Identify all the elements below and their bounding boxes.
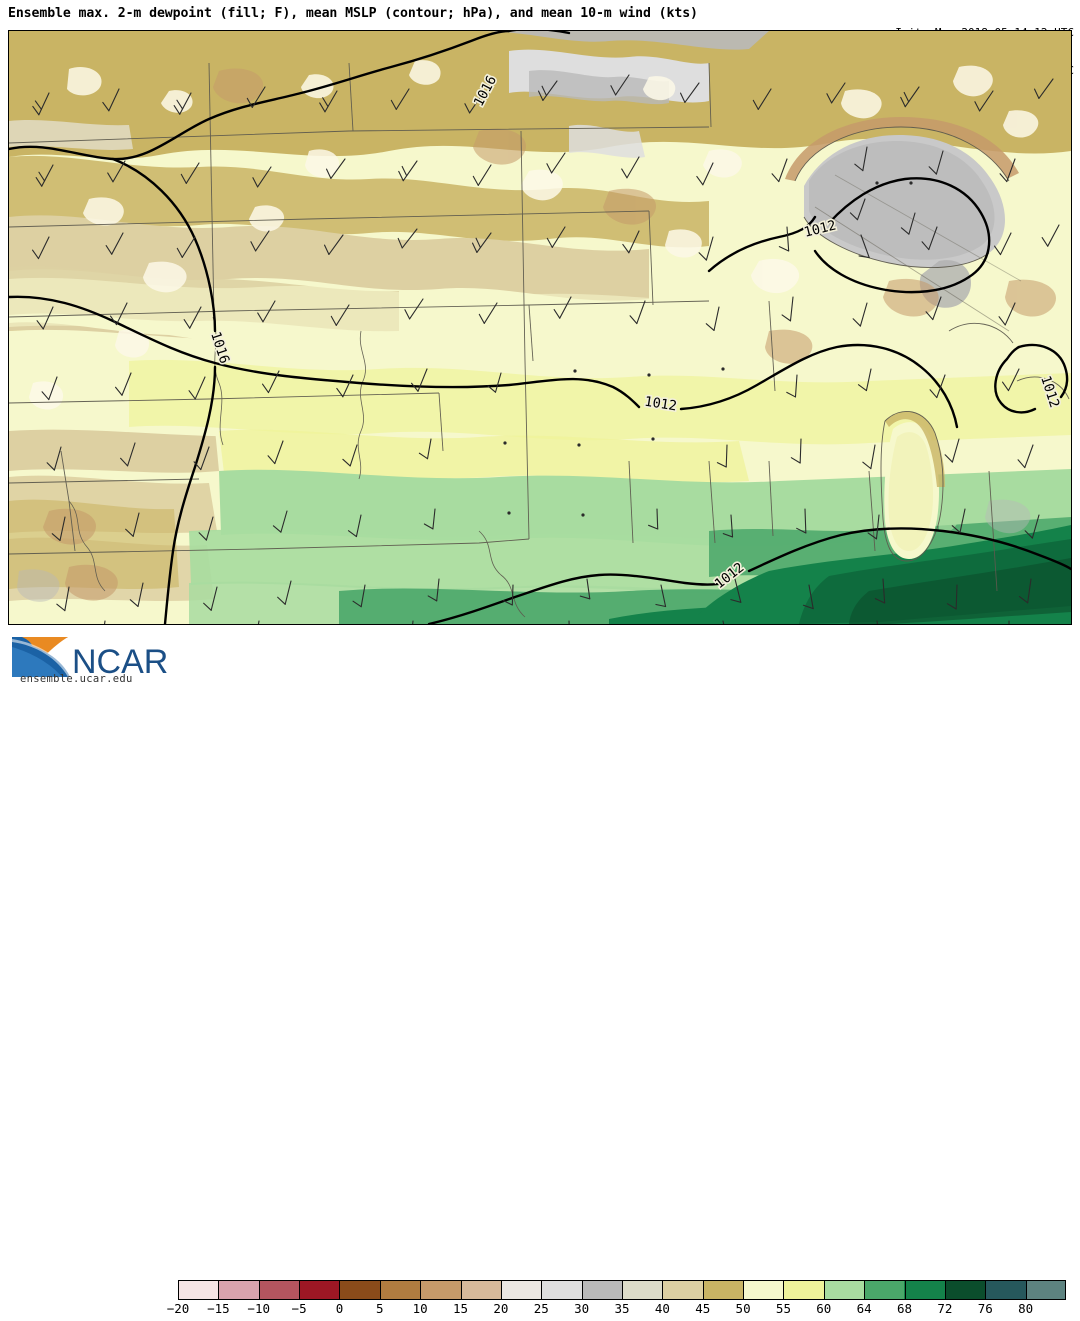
colorbar-ticks (178, 1280, 1066, 1300)
colorbar-tick (702, 1280, 704, 1300)
colorbar-tick (178, 1280, 179, 1300)
colorbar-tick-labels: −20 −15 −10 −5 0 5 10 15 20 25 30 35 40 45 50 55 60 64 68 7… (167, 1301, 1066, 1321)
colorbar-tick-label: 10 (412, 1301, 428, 1316)
colorbar-tick-label: 30 (574, 1301, 590, 1316)
colorbar-tick-label: 40 (654, 1301, 670, 1316)
colorbar-tick-label: 80 (1018, 1301, 1034, 1316)
colorbar-tick (339, 1280, 341, 1300)
colorbar-tick (904, 1280, 906, 1300)
colorbar-tick-label: 64 (856, 1301, 872, 1316)
colorbar-tick-label: 20 (493, 1301, 509, 1316)
colorbar-tick-label: 50 (735, 1301, 751, 1316)
colorbar-tick (581, 1280, 583, 1300)
colorbar-tick (622, 1280, 623, 1300)
colorbar-tick (985, 1280, 987, 1300)
colorbar-tick-label: 45 (695, 1301, 711, 1316)
colorbar-tick-label: 35 (614, 1301, 630, 1316)
colorbar-tick-label: −20 (166, 1301, 190, 1316)
colorbar-tick (783, 1280, 785, 1300)
colorbar-tick (258, 1280, 260, 1300)
ncar-logo[interactable]: NCAR ensemble.ucar.edu (6, 631, 174, 687)
colorbar-tick (460, 1280, 462, 1300)
colorbar-tick-label: 72 (937, 1301, 953, 1316)
colorbar-tick (823, 1280, 825, 1300)
colorbar-tick-label: −15 (207, 1301, 230, 1316)
colorbar-tick-label: 76 (977, 1301, 993, 1316)
colorbar-tick (944, 1280, 946, 1300)
colorbar-tick-label: 55 (775, 1301, 791, 1316)
colorbar-tick (299, 1280, 301, 1300)
colorbar-tick (743, 1280, 745, 1300)
colorbar-tick (541, 1280, 543, 1300)
colorbar-tick-label: 68 (897, 1301, 913, 1316)
colorbar-tick-label: 60 (816, 1301, 832, 1316)
colorbar-tick-label: 0 (335, 1301, 344, 1316)
colorbar-tick (662, 1280, 664, 1300)
colorbar-tick (500, 1280, 502, 1300)
colorbar-tick-label: 15 (453, 1301, 469, 1316)
map-canvas: 1016 1016 1012 1012 1012 1012 (9, 31, 1071, 624)
logo-url-text: ensemble.ucar.edu (20, 673, 133, 685)
svg-text:NCAR: NCAR (72, 643, 168, 681)
colorbar-tick-label: −5 (291, 1301, 307, 1316)
header-bar: Ensemble max. 2-m dewpoint (fill; F), me… (0, 0, 1080, 77)
colorbar-tick (864, 1280, 866, 1300)
colorbar-tick (1025, 1280, 1027, 1300)
footer-bar: NCAR ensemble.ucar.edu −20 −15 −10 −5 0 5 10 15… (0, 628, 1080, 1316)
page-title: Ensemble max. 2-m dewpoint (fill; F), me… (8, 6, 698, 21)
colorbar-tick (420, 1280, 422, 1300)
colorbar-tick-label: 25 (533, 1301, 549, 1316)
colorbar-tick-label: −10 (247, 1301, 271, 1316)
colorbar-tick (218, 1280, 220, 1300)
map-panel[interactable]: 1016 1016 1012 1012 1012 1012 (8, 30, 1072, 625)
colorbar[interactable]: −20 −15 −10 −5 0 5 10 15 20 25 30 35 40 45 50 55 60 64 68 7… (167, 1280, 1066, 1316)
colorbar-tick (379, 1280, 381, 1300)
colorbar-tick-label: 5 (376, 1301, 384, 1316)
